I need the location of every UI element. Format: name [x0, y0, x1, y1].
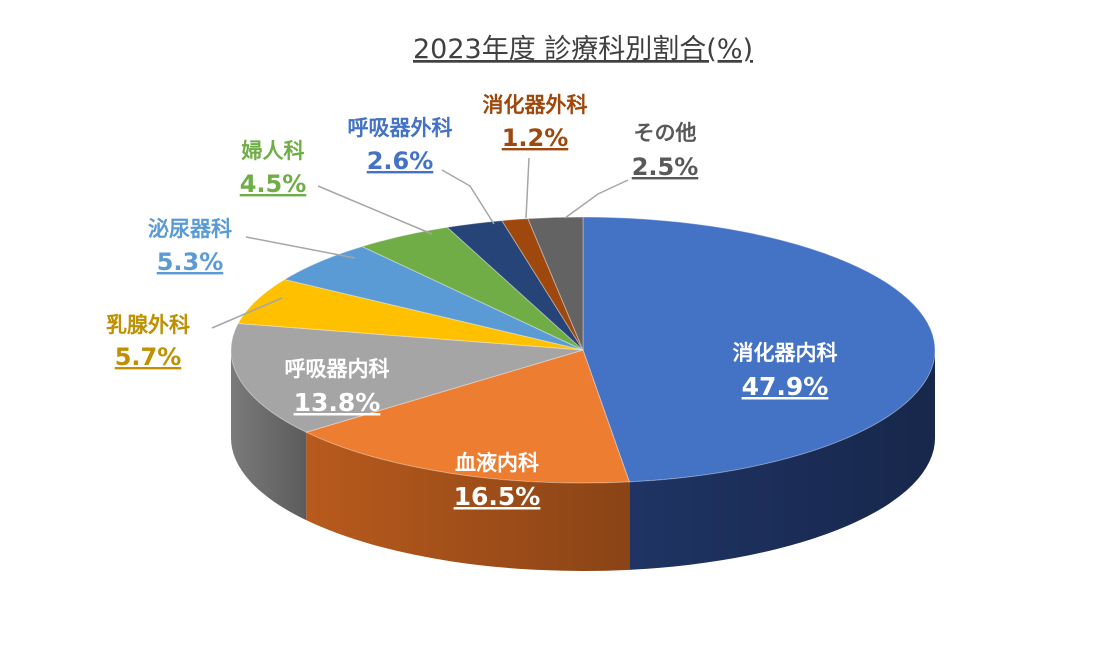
slice-label-value-6: 2.6%	[367, 147, 434, 175]
slice-side-shade-1	[306, 432, 630, 571]
slice-label-value-4: 5.3%	[157, 248, 224, 276]
pie-sides	[231, 350, 935, 571]
slice-5	[360, 226, 584, 351]
leader-line-8	[564, 179, 629, 219]
leader-line-3	[211, 297, 283, 329]
slice-side-shade-0	[629, 350, 935, 570]
slice-label-value-8: 2.5%	[632, 153, 699, 181]
slice-label-name-2: 呼吸器内科	[285, 357, 390, 381]
slice-label-name-0: 消化器内科	[733, 341, 838, 365]
leader-line-6	[441, 169, 495, 225]
slice-label-value-5: 4.5%	[240, 170, 307, 198]
slice-label-value-0: 47.9%	[742, 372, 829, 401]
slice-2	[230, 322, 584, 433]
slice-6	[446, 220, 584, 351]
leader-line-7	[525, 157, 530, 219]
leader-lines	[211, 157, 629, 329]
slice-label-value-2: 13.8%	[294, 388, 381, 417]
slice-label-value-3: 5.7%	[115, 343, 182, 371]
chart-title: 2023年度 診療科別割合(%)	[413, 34, 753, 65]
slice-4	[283, 245, 584, 351]
slice-label-name-4: 泌尿器科	[148, 217, 232, 241]
slice-label-name-7: 消化器外科	[483, 93, 588, 117]
slice-label-name-6: 呼吸器外科	[348, 116, 453, 140]
slice-label-value-7: 1.2%	[502, 124, 569, 152]
pie-slices	[230, 216, 936, 484]
leader-line-5	[317, 185, 433, 235]
slice-label-name-1: 血液内科	[455, 451, 539, 475]
slice-label-name-3: 乳腺外科	[106, 313, 190, 337]
slice-label-name-5: 婦人科	[241, 139, 305, 163]
slice-3	[237, 278, 584, 351]
slice-7	[501, 218, 584, 351]
slice-8	[527, 216, 584, 351]
slice-1	[304, 349, 631, 484]
data-labels: 消化器内科 47.9% 血液内科 16.5% 呼吸器内科 13.8% 乳腺外科 5.7% 泌尿器…	[106, 93, 838, 511]
slice-0	[582, 216, 936, 483]
slice-label-value-1: 16.5%	[454, 482, 541, 511]
leader-line-4	[245, 236, 356, 259]
slice-label-name-8: その他	[634, 121, 697, 145]
slice-side-shade-2	[231, 350, 307, 521]
